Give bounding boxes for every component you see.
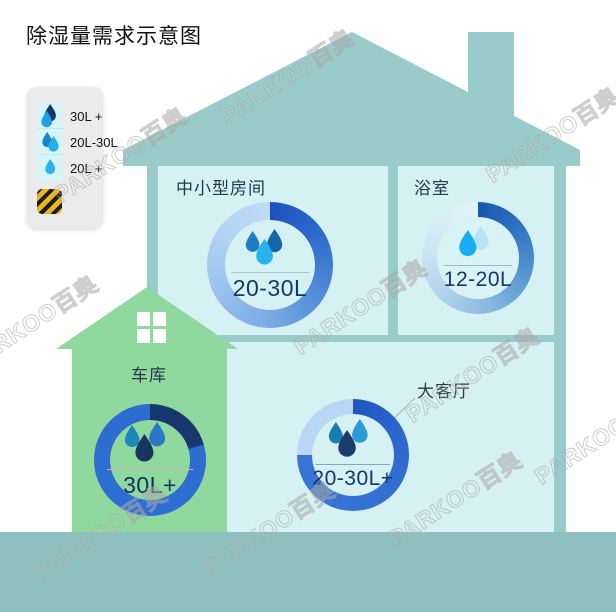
capacity-value: 12-20L bbox=[443, 268, 513, 291]
room-label-small-medium: 中小型房间 bbox=[176, 179, 266, 198]
water-drop-icon bbox=[459, 226, 489, 257]
hazard-stripes-icon bbox=[37, 189, 62, 214]
ground-band bbox=[0, 532, 616, 612]
capacity-value: 20-30L+ bbox=[312, 467, 394, 490]
donut-chart-bathroom: 12-20L bbox=[422, 202, 534, 314]
room-label-bathroom: 浴室 bbox=[414, 179, 450, 198]
room-label-living: 大客厅 bbox=[417, 382, 471, 401]
legend-drops-30l-icon bbox=[37, 103, 63, 129]
main-roof-eave bbox=[123, 150, 580, 166]
house-floor-divider bbox=[147, 335, 566, 342]
value-divider bbox=[444, 265, 512, 266]
legend-panel: 30L + 20L-30L 20L + bbox=[27, 87, 118, 229]
capacity-value: 30L+ bbox=[123, 471, 177, 498]
legend-item-30l: 30L + bbox=[37, 103, 118, 129]
page-title: 除湿量需求示意图 bbox=[26, 25, 202, 48]
legend-drops-20-30l-icon bbox=[37, 129, 63, 155]
donut-chart-living-room: 20-30L+ bbox=[297, 399, 409, 511]
room-label-garage: 车库 bbox=[131, 366, 167, 385]
legend-item-20-30l: 20L-30L bbox=[37, 129, 118, 155]
value-divider bbox=[316, 464, 390, 465]
capacity-value: 20-30L bbox=[232, 274, 308, 301]
value-divider bbox=[107, 468, 193, 470]
house-wall-left bbox=[147, 166, 158, 342]
donut-chart-garage: 30L+ bbox=[94, 404, 206, 516]
house-wall-middle bbox=[388, 166, 398, 335]
water-drops-icon bbox=[124, 421, 166, 462]
value-divider bbox=[231, 271, 309, 273]
house-wall-right bbox=[554, 166, 566, 532]
donut-chart-small-medium-room: 20-30L bbox=[207, 202, 333, 328]
water-drops-icon bbox=[245, 228, 283, 265]
legend-drop-20l-icon bbox=[37, 155, 63, 181]
legend-label: 20L + bbox=[70, 160, 103, 176]
water-drops-icon bbox=[328, 419, 368, 457]
legend-label: 30L + bbox=[70, 108, 103, 124]
legend-item-20l: 20L + bbox=[37, 155, 118, 181]
garage-window-icon bbox=[137, 312, 166, 343]
legend-label: 20L-30L bbox=[70, 134, 118, 150]
